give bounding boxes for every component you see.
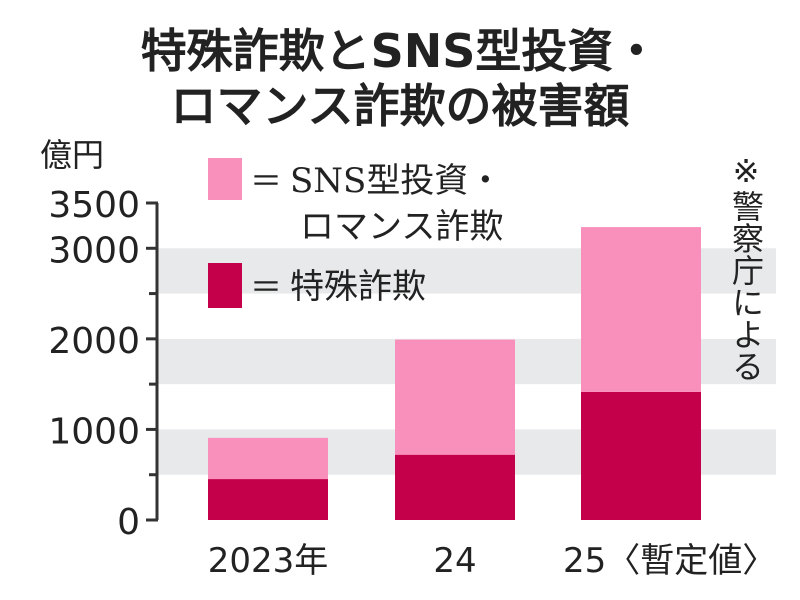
legend-label-special-fraud: 特殊詐欺: [290, 267, 426, 307]
x-tick-label: 24: [433, 541, 476, 581]
bar-sns-romance-0: [208, 437, 328, 480]
y-tick-label: 1000: [48, 411, 140, 452]
y-tick-label: 2000: [48, 321, 140, 362]
x-tick-label: 25〈暫定値〉: [563, 541, 776, 581]
legend: ＝ SNS型投資・ ロマンス詐欺 ＝ 特殊詐欺: [208, 158, 503, 308]
legend-eq-sns: ＝: [250, 162, 282, 200]
legend-label-sns-line2: ロマンス詐欺: [300, 207, 503, 247]
legend-eq-special-fraud: ＝: [250, 268, 282, 306]
bar-special-fraud-1: [395, 454, 515, 520]
bar-sns-romance-1: [395, 339, 515, 455]
legend-swatch-sns: [208, 158, 242, 200]
bars: [208, 227, 701, 520]
bar-sns-romance-2: [581, 227, 701, 392]
y-tick-label: 3000: [48, 230, 140, 271]
y-tick-label: 3500: [48, 185, 140, 226]
bar-special-fraud-0: [208, 479, 328, 520]
source-note: ※警察庁による: [727, 152, 765, 382]
x-axis-labels: 2023年 24 25〈暫定値〉: [208, 541, 777, 581]
y-axis-unit: 億円: [40, 136, 104, 174]
legend-label-sns-line1: SNS型投資・: [290, 161, 502, 201]
chart-title-line2: ロマンス詐欺の被害額: [170, 79, 629, 133]
legend-swatch-special-fraud: [208, 263, 242, 308]
x-tick-label: 2023年: [208, 541, 329, 581]
y-tick-label: 0: [117, 502, 140, 543]
chart-title-line1: 特殊詐欺とSNS型投資・: [141, 24, 660, 78]
bar-special-fraud-2: [581, 391, 701, 520]
